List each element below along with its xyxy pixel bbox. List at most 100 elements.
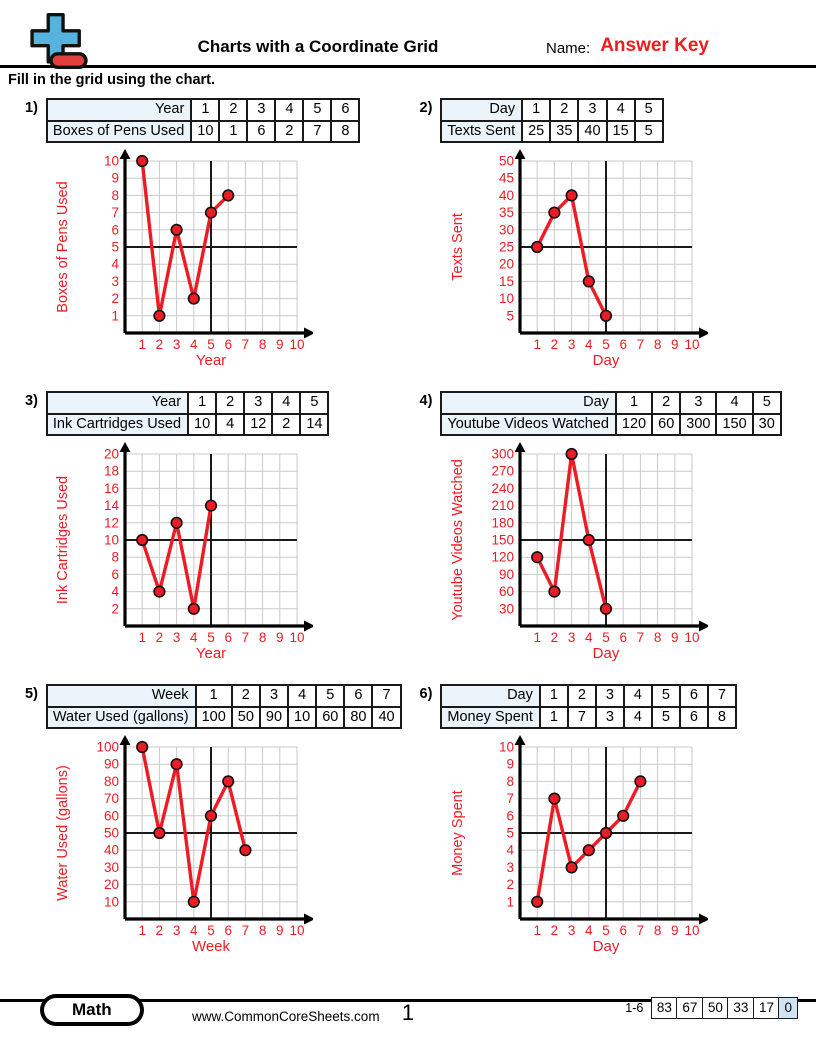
chart-container: 10 20 30 40 50 60 70 80 90 100 1 2 3 4 5 6 7 8 9 10 Week Wate…	[49, 735, 410, 965]
x-tick-label: 8	[653, 630, 661, 645]
table-value-cell: 150	[715, 412, 754, 437]
table-header-label: Week	[45, 684, 197, 708]
x-tick-label: 8	[259, 630, 267, 645]
x-tick-label: 7	[242, 630, 250, 645]
y-tick-label: 6	[506, 809, 514, 824]
name-label: Name:	[546, 40, 591, 57]
table-value-cell: 30	[751, 412, 782, 437]
y-tick-label: 7	[506, 791, 514, 806]
x-tick-label: 9	[671, 630, 679, 645]
x-axis-title: Day	[592, 352, 619, 369]
x-tick-label: 7	[242, 923, 250, 938]
x-axis-title: Week	[192, 938, 231, 955]
data-point	[187, 602, 200, 616]
x-tick-label: 5	[602, 630, 610, 645]
data-point	[530, 241, 543, 254]
x-tick-label: 3	[173, 630, 181, 645]
y-tick-label: 60	[104, 809, 119, 824]
problem-header: 5) Week 1 2 3 4 5 6 7 Water Used (gallons) 100 50 9…	[25, 684, 410, 730]
y-tick-label: 30	[498, 222, 513, 237]
table-value-cell: 5	[650, 705, 681, 730]
y-tick-label: 30	[104, 860, 119, 875]
data-point	[170, 758, 183, 771]
y-tick-label: 80	[104, 774, 119, 789]
footer-divider	[0, 999, 816, 1002]
score-boxes: 83 67 50 33 17 0	[650, 997, 798, 1019]
x-axis-arrow	[304, 913, 313, 925]
x-tick-label: 2	[550, 630, 558, 645]
data-point	[187, 896, 200, 909]
problem-number: 5)	[25, 686, 38, 703]
x-tick-label: 4	[190, 630, 198, 645]
score-box: 0	[778, 997, 798, 1019]
chart-container: 5 10 15 20 25 30 35 40 45 50 1 2 3 4 5 6 7 8 9 10 Day Texts S…	[444, 149, 805, 379]
y-tick-label: 150	[491, 533, 514, 548]
table-column-header: 5	[633, 98, 664, 122]
x-tick-label: 6	[619, 630, 627, 645]
coordinate-grid-chart: 30 60 90 120 150 180 210 240 270 300 1 2 3 4 5 6 7 8 9 10 Da…	[450, 442, 708, 662]
y-tick-label: 10	[104, 533, 119, 548]
table-column-header: 5	[650, 684, 681, 708]
problem: 2) Day 1 2 3 4 5 Texts Sent 25 35 40 15 5 5 10 15 20 25…	[420, 98, 805, 379]
y-tick-label: 5	[506, 308, 514, 323]
x-tick-label: 6	[619, 337, 627, 352]
table-row-label: Money Spent	[440, 705, 541, 730]
y-tick-label: 90	[104, 757, 119, 772]
chart-container: 1 2 3 4 5 6 7 8 9 10 1 2 3 4 5 6 7 8 9 10 Day Money Spent	[444, 735, 805, 965]
data-point	[547, 792, 560, 806]
table-value-cell: 3	[594, 705, 625, 730]
x-tick-label: 6	[619, 923, 627, 938]
y-tick-label: 9	[111, 171, 119, 186]
table-value-cell: 25	[521, 119, 552, 144]
table-column-header: 4	[274, 98, 305, 122]
plus-minus-icon	[30, 13, 88, 69]
table-column-header: 2	[549, 98, 580, 122]
table-header-label: Day	[440, 391, 617, 415]
y-tick-label: 60	[498, 584, 513, 599]
y-tick-label: 3	[506, 860, 514, 875]
subject-badge: Math	[40, 994, 144, 1026]
x-tick-label: 3	[567, 630, 575, 645]
data-point	[153, 585, 166, 598]
data-point	[170, 516, 183, 530]
data-point	[599, 602, 612, 616]
data-point	[153, 309, 166, 323]
x-tick-label: 5	[207, 337, 215, 352]
y-axis-title: Texts Sent	[450, 213, 466, 281]
table-column-header: 3	[258, 684, 290, 708]
table-column-header: 1	[521, 98, 552, 122]
x-tick-label: 4	[585, 923, 593, 938]
table-column-header: 1	[190, 98, 221, 122]
y-tick-label: 50	[104, 826, 119, 841]
table-column-header: 3	[246, 98, 277, 122]
y-axis-arrow	[514, 442, 525, 453]
y-tick-label: 16	[104, 481, 119, 496]
data-point	[582, 534, 595, 547]
table-column-header: 5	[751, 391, 782, 415]
x-tick-label: 10	[289, 630, 304, 645]
y-tick-label: 270	[491, 464, 514, 479]
chart-container: 1 2 3 4 5 6 7 8 9 10 1 2 3 4 5 6 7 8 9 10 Year Boxes of Pens …	[49, 149, 410, 379]
data-point	[222, 775, 235, 788]
x-tick-label: 1	[533, 630, 541, 645]
table-value-cell: 4	[215, 412, 246, 437]
x-axis-arrow	[698, 620, 708, 632]
x-tick-label: 9	[671, 923, 679, 938]
y-tick-label: 20	[104, 877, 119, 892]
table-value-cell: 7	[566, 705, 597, 730]
y-tick-label: 18	[104, 464, 119, 479]
coordinate-grid-chart: 10 20 30 40 50 60 70 80 90 100 1 2 3 4 5 6 7 8 9 10 Week Wate…	[55, 735, 313, 955]
x-tick-label: 10	[684, 923, 699, 938]
table-column-header: 4	[622, 684, 653, 708]
y-tick-label: 120	[491, 550, 514, 565]
data-point	[599, 827, 612, 840]
table-column-header: 4	[605, 98, 636, 122]
table-value-cell: 90	[258, 705, 290, 730]
table-value-cell: 15	[605, 119, 636, 144]
problem: 5) Week 1 2 3 4 5 6 7 Water Used (gallons) 100 50 9…	[25, 684, 410, 965]
y-axis-arrow	[119, 149, 131, 160]
table-column-header: 2	[651, 391, 682, 415]
table-value-cell: 8	[330, 119, 361, 144]
